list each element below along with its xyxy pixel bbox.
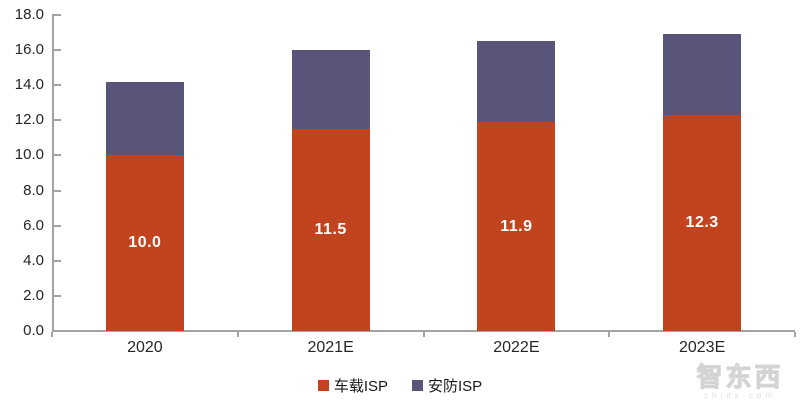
y-tick-mark [54,294,61,297]
y-tick-label: 18.0 [14,6,44,23]
bar-segment-series1-2023E [663,34,742,116]
bar-segment-series0-2020: 10.0 [105,155,184,331]
y-tick-mark [54,49,61,52]
x-axis-line [52,330,795,332]
legend-label: 车载ISP [333,377,388,395]
bar-data-label: 12.3 [685,214,719,232]
y-tick-label: 0.0 [23,322,44,339]
legend-item-0: 车载ISP [317,375,388,396]
y-tick-label: 6.0 [23,216,44,234]
y-tick-mark [54,14,61,16]
x-category-label: 2021E [307,339,354,356]
y-tick-mark [54,224,61,227]
x-category-label: 2023E [678,339,726,356]
bar-segment-series0-2021E: 11.5 [291,129,370,331]
y-tick-mark [54,119,61,122]
bar-data-label: 10.0 [128,234,162,252]
x-tick-mark [236,332,239,337]
y-tick-label: 12.0 [14,111,44,129]
x-category-label: 2022E [493,339,540,356]
y-tick-label: 14.0 [14,76,44,94]
legend: 车载ISP 安防ISP [0,374,800,396]
legend-item-1: 安防ISP [412,375,482,396]
bar-segment-series0-2022E: 11.9 [477,122,556,331]
x-tick-mark [51,332,53,337]
y-tick-mark [54,259,61,262]
legend-swatch [412,379,423,391]
y-tick-mark [54,189,61,192]
x-tick-mark [608,332,611,337]
x-category-label: 2020 [127,339,163,356]
y-axis-line [52,14,54,332]
bar-segment-series0-2023E: 12.3 [663,115,742,331]
bar-segment-series1-2021E [291,50,370,130]
y-tick-mark [54,330,61,332]
y-tick-label: 2.0 [23,286,44,304]
y-tick-label: 10.0 [14,146,44,164]
bar-data-label: 11.9 [500,217,533,235]
legend-label: 安防ISP [428,377,483,395]
y-tick-label: 4.0 [23,251,44,269]
bar-data-label: 11.5 [314,221,347,239]
legend-swatch [317,379,329,391]
y-tick-mark [54,84,61,87]
y-tick-label: 16.0 [14,41,44,59]
bar-segment-series1-2020 [105,81,184,156]
bar-segment-series1-2022E [477,41,556,123]
x-tick-mark [794,332,796,337]
y-tick-label: 8.0 [23,181,44,199]
y-tick-mark [54,154,61,157]
x-tick-mark [422,332,425,337]
